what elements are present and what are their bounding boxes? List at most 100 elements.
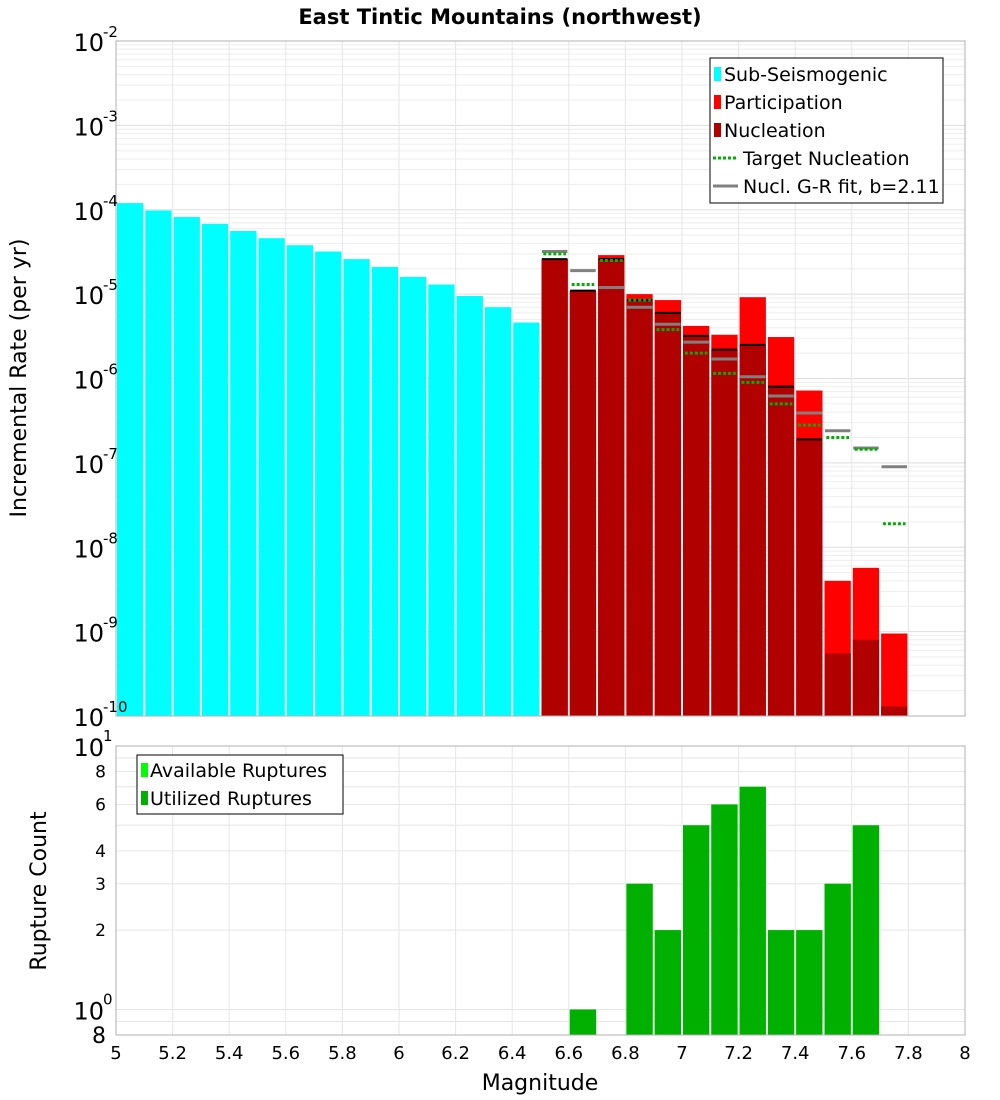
sub-seismogenic-bar: [371, 266, 398, 716]
y-tick-label: 4: [95, 842, 106, 862]
y-tick-label: 10 -10: [73, 698, 127, 732]
sub-seismogenic-bar: [201, 223, 229, 716]
svg-text:-8: -8: [103, 529, 118, 547]
legend-swatch: [714, 67, 721, 81]
nucleation-bar: [824, 653, 851, 716]
nucleation-bar: [711, 349, 738, 716]
rate-plot-grid: [115, 41, 966, 717]
svg-text:-2: -2: [103, 23, 118, 41]
svg-text:-3: -3: [103, 107, 118, 125]
svg-text:-6: -6: [103, 361, 118, 379]
nucleation-bar: [881, 706, 908, 716]
legend-item-target-nucleation: Target Nucleation: [713, 148, 910, 170]
svg-text:10: 10: [73, 282, 104, 310]
svg-text:Sub-Seismogenic: Sub-Seismogenic: [724, 64, 888, 86]
legend-swatch: [141, 763, 148, 777]
nucleation-bar: [626, 300, 653, 716]
sub-seismogenic-bar: [400, 276, 427, 716]
svg-text:10: 10: [73, 367, 104, 395]
rate-plot-bars: [117, 203, 908, 717]
svg-text:10: 10: [73, 997, 104, 1025]
y-tick-label: 10 -9: [73, 614, 118, 648]
x-tick-label: 5.4: [215, 1043, 244, 1064]
svg-text:-5: -5: [103, 276, 118, 294]
utilized-ruptures-bar: [796, 930, 823, 1035]
x-tick-label: 5.6: [271, 1043, 300, 1064]
nucleation-bar: [654, 312, 681, 716]
y-tick-label: 3: [95, 875, 106, 895]
y-tick-label: 8: [92, 1024, 106, 1049]
svg-text:Nucleation: Nucleation: [724, 120, 826, 142]
sub-seismogenic-bar: [428, 284, 455, 716]
svg-text:10: 10: [73, 535, 104, 563]
legend-item-nucl-g-r-fit-b-2-11: Nucl. G-R fit, b=2.11: [713, 176, 940, 198]
svg-text:-4: -4: [103, 192, 118, 210]
svg-text:10: 10: [73, 451, 104, 479]
svg-text:Nucl. G-R fit, b=2.11: Nucl. G-R fit, b=2.11: [743, 176, 940, 198]
x-tick-label: 7.4: [781, 1043, 810, 1064]
x-tick-label: 8: [959, 1043, 970, 1064]
svg-text:0: 0: [103, 990, 113, 1008]
sub-seismogenic-bar: [343, 259, 370, 716]
utilized-ruptures-bar: [569, 1009, 597, 1035]
nucleation-bar: [739, 344, 766, 716]
legend-item-nucleation: Nucleation: [714, 120, 826, 142]
rupture-legend: Available Ruptures Utilized Ruptures: [136, 754, 344, 815]
x-tick-label: 6.4: [498, 1043, 527, 1064]
rupture-count-frame: [115, 745, 966, 1036]
legend-swatch: [141, 791, 148, 805]
legend-item-available-ruptures: Available Ruptures: [141, 760, 327, 782]
svg-text:10: 10: [73, 734, 104, 762]
sub-seismogenic-bar: [145, 210, 172, 716]
legend-item-utilized-ruptures: Utilized Ruptures: [141, 788, 312, 810]
magnitude-x-tick-labels: 5 5.2 5.4 5.6 5.8 6 6.2 6.4 6.6 6.8 7 7.2 7.4 7.6 7.8 8: [110, 1043, 970, 1064]
y-tick-label: 10 0: [73, 990, 112, 1025]
chart-title: East Tintic Mountains (northwest): [298, 5, 701, 29]
x-tick-label: 6: [393, 1043, 404, 1064]
x-tick-label: 5: [110, 1043, 121, 1064]
svg-text:10: 10: [73, 620, 104, 648]
x-tick-label: 5.8: [328, 1043, 357, 1064]
legend-swatch: [714, 95, 721, 109]
x-tick-label: 7: [676, 1043, 687, 1064]
y-tick-label: 10 -2: [73, 23, 118, 57]
x-tick-label: 7.2: [724, 1043, 753, 1064]
rate-plot-markers: [541, 250, 907, 526]
y-tick-label: 2: [95, 921, 106, 941]
rate-y-axis-label: Incremental Rate (per yr): [7, 239, 32, 518]
nucleation-bar: [852, 639, 880, 716]
y-tick-label: 10 -4: [73, 192, 118, 226]
nucleation-bar: [598, 259, 625, 716]
y-tick-label: 10 -6: [73, 361, 118, 395]
nucleation-bar: [541, 259, 568, 716]
svg-text:Target Nucleation: Target Nucleation: [742, 148, 910, 170]
nucleation-bar: [683, 335, 710, 716]
utilized-ruptures-bar: [711, 804, 738, 1035]
svg-text:Participation: Participation: [724, 92, 843, 114]
y-tick-label: 10 -8: [73, 529, 118, 563]
rate-legend: Sub-Seismogenic Participation Nucleation Ta…: [709, 57, 944, 204]
x-axis-label: Magnitude: [482, 1071, 599, 1096]
svg-text:-10: -10: [103, 698, 128, 716]
participation-bar: [881, 633, 908, 716]
sub-seismogenic-bar: [230, 230, 257, 716]
x-tick-label: 7.8: [894, 1043, 923, 1064]
sub-seismogenic-bar: [286, 245, 314, 717]
utilized-ruptures-bar: [654, 930, 681, 1035]
rate-plot-frame: [115, 40, 966, 717]
sub-seismogenic-bar: [258, 238, 285, 716]
count-y-axis-label: Rupture Count: [27, 811, 52, 971]
legend-item-sub-seismogenic: Sub-Seismogenic: [714, 64, 888, 86]
legend-swatch: [714, 123, 721, 137]
legend-box: [709, 57, 944, 204]
x-tick-label: 5.2: [158, 1043, 187, 1064]
nucleation-bar: [796, 439, 823, 716]
y-tick-label: 10 -3: [73, 107, 118, 141]
utilized-ruptures-bar: [626, 883, 653, 1035]
y-tick-label: 10 1: [73, 727, 112, 762]
y-tick-label: 6: [95, 795, 106, 815]
y-tick-label: 8: [95, 763, 106, 783]
